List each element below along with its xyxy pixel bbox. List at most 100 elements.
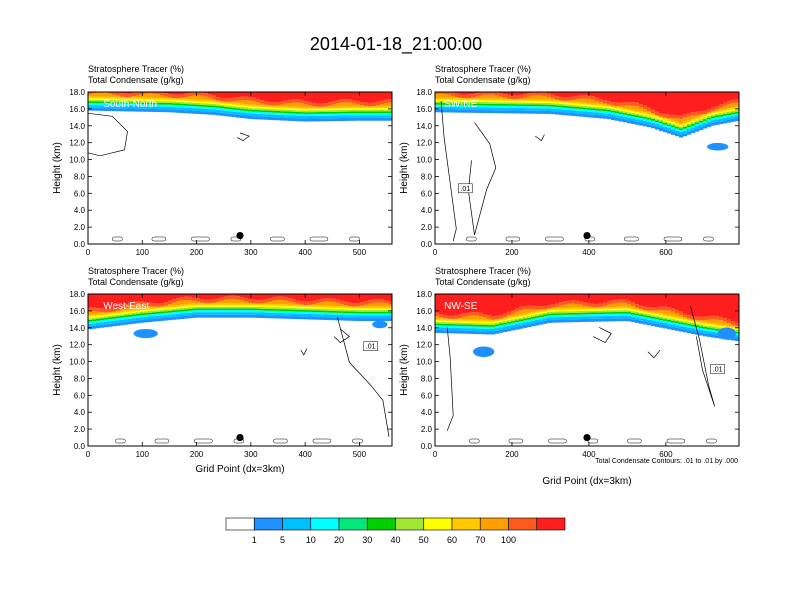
tracer-strip — [164, 99, 169, 102]
tracer-strip — [619, 299, 624, 303]
tracer-strip — [535, 99, 540, 102]
tracer-strip — [132, 92, 137, 97]
tracer-strip — [228, 310, 233, 313]
tracer-strip — [515, 311, 520, 316]
tracer-strip — [599, 92, 604, 99]
tracer-strip — [104, 103, 109, 106]
tracer-strip — [659, 127, 664, 131]
tracer-strip — [124, 93, 129, 98]
tracer-strip — [256, 116, 261, 120]
tracer-strip — [619, 306, 624, 309]
tracer-strip — [384, 299, 389, 304]
tracer-strip — [479, 294, 484, 313]
y-tick-label: 2.0 — [421, 223, 433, 232]
tracer-strip — [475, 323, 480, 325]
tracer-strip — [603, 308, 608, 311]
tracer-strip — [216, 294, 221, 299]
tracer-strip — [124, 319, 129, 322]
tracer-strip — [547, 99, 552, 102]
tracer-strip — [687, 315, 692, 319]
tracer-strip — [471, 109, 476, 113]
tracer-strip — [683, 316, 688, 319]
tracer-strip — [659, 119, 664, 122]
tracer-strip — [567, 112, 572, 116]
tracer-strip — [132, 305, 137, 310]
tracer-strip — [519, 108, 524, 111]
tracer-strip — [384, 111, 389, 114]
tracer-strip — [268, 303, 273, 306]
tracer-strip — [160, 99, 165, 102]
x-tick-label: 200 — [505, 248, 519, 257]
tracer-strip — [380, 100, 385, 105]
tracer-strip — [312, 102, 317, 107]
tracer-strip — [507, 325, 512, 329]
tracer-strip — [92, 107, 97, 111]
tracer-strip — [244, 304, 249, 307]
tracer-strip — [707, 114, 712, 116]
tracer-strip — [92, 319, 97, 322]
tracer-strip — [531, 95, 536, 100]
tracer-strip — [595, 303, 600, 308]
tracer-strip — [340, 108, 345, 111]
tracer-strip — [228, 308, 233, 311]
tracer-strip — [212, 107, 217, 110]
tracer-strip — [567, 110, 572, 113]
tracer-strip — [100, 318, 105, 321]
tracer-strip — [208, 312, 213, 315]
tracer-strip — [463, 313, 468, 317]
tracer-strip — [695, 327, 700, 330]
tracer-strip — [555, 294, 560, 304]
tracer-strip — [615, 108, 620, 110]
tracer-strip — [719, 327, 724, 330]
tracer-strip — [519, 98, 524, 100]
tracer-strip — [176, 301, 181, 306]
tracer-strip — [340, 314, 345, 318]
tracer-strip — [240, 105, 245, 108]
condensate-contour — [592, 327, 612, 344]
tracer-strip — [675, 321, 680, 324]
tracer-strip — [663, 122, 668, 125]
colorbar-swatch — [479, 517, 509, 531]
tracer-strip — [368, 300, 373, 304]
tracer-strip — [140, 313, 145, 316]
tracer-strip — [539, 108, 544, 111]
tracer-strip — [96, 98, 101, 100]
tracer-strip — [495, 322, 500, 325]
tracer-strip — [719, 325, 724, 328]
tracer-strip — [192, 300, 197, 304]
tracer-strip — [607, 101, 612, 105]
tracer-strip — [204, 93, 209, 97]
tracer-strip — [224, 113, 229, 117]
tracer-strip — [240, 314, 245, 318]
tracer-strip — [679, 324, 684, 327]
surface-contour — [508, 438, 524, 444]
tracer-strip — [116, 311, 121, 314]
tracer-strip — [388, 294, 393, 302]
tracer-strip — [499, 102, 504, 104]
tracer-strip — [308, 308, 313, 311]
tracer-strip — [264, 112, 269, 115]
tracer-strip — [244, 110, 249, 113]
tracer-strip — [296, 92, 301, 100]
tracer-strip — [655, 314, 660, 316]
tracer-strip — [148, 99, 153, 101]
tracer-strip — [372, 92, 377, 103]
tracer-strip — [304, 113, 309, 117]
tracer-strip — [260, 105, 265, 107]
tracer-strip — [312, 314, 317, 317]
tracer-strip — [376, 318, 381, 322]
tracer-strip — [563, 107, 568, 110]
tracer-strip — [124, 100, 129, 103]
tracer-strip — [120, 108, 125, 112]
tracer-strip — [559, 102, 564, 104]
tracer-strip — [575, 103, 580, 106]
tracer-strip — [368, 303, 373, 307]
surface-contour — [624, 236, 639, 242]
tracer-strip — [715, 110, 720, 113]
tracer-strip — [551, 313, 556, 316]
tracer-field — [435, 92, 740, 138]
tracer-strip — [372, 306, 377, 309]
tracer-strip — [699, 122, 704, 125]
tracer-strip — [479, 316, 484, 320]
tracer-strip — [647, 110, 652, 113]
